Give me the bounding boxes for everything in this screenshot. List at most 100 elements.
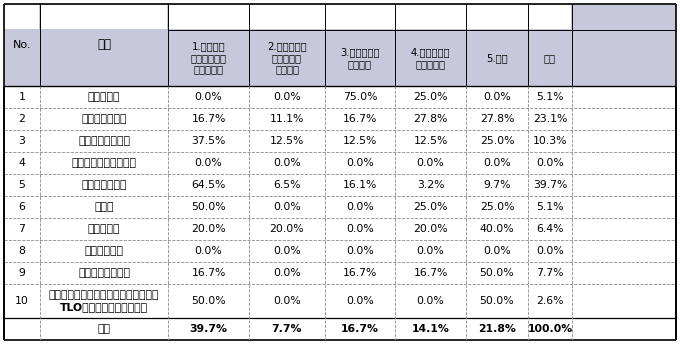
Text: 16.7%: 16.7%: [191, 268, 226, 278]
Text: 12.5%: 12.5%: [270, 136, 304, 146]
Text: 75.0%: 75.0%: [343, 92, 377, 102]
Text: 16.7%: 16.7%: [413, 268, 447, 278]
Text: 12.5%: 12.5%: [413, 136, 447, 146]
Text: 25.0%: 25.0%: [413, 92, 447, 102]
Text: 25.0%: 25.0%: [480, 136, 514, 146]
Text: 6.4%: 6.4%: [537, 224, 564, 234]
Text: 7: 7: [18, 224, 25, 234]
Text: 100.0%: 100.0%: [528, 324, 573, 334]
Bar: [4, 174, 676, 196]
Text: 25.0%: 25.0%: [413, 202, 447, 212]
Text: 3.どちらとも
いえない: 3.どちらとも いえない: [340, 47, 379, 69]
Text: 0.0%: 0.0%: [536, 158, 564, 168]
Text: 50.0%: 50.0%: [191, 296, 226, 306]
Text: 0.0%: 0.0%: [346, 158, 374, 168]
Text: 16.7%: 16.7%: [343, 114, 377, 124]
Bar: [4, 4, 676, 86]
Text: 21.8%: 21.8%: [478, 324, 516, 334]
Text: 50.0%: 50.0%: [479, 296, 514, 306]
Text: 合計: 合計: [544, 53, 556, 63]
Text: 3: 3: [18, 136, 25, 146]
Text: 16.7%: 16.7%: [191, 114, 226, 124]
Bar: [4, 318, 676, 340]
Text: 64.5%: 64.5%: [191, 180, 226, 190]
Text: 1: 1: [18, 92, 25, 102]
Text: その他の製造業: その他の製造業: [81, 180, 126, 190]
Bar: [4, 108, 676, 130]
Text: 0.0%: 0.0%: [194, 246, 222, 256]
Text: 0.0%: 0.0%: [273, 268, 301, 278]
Text: 5.1%: 5.1%: [537, 92, 564, 102]
Bar: [5, 5, 39, 29]
Text: 0.0%: 0.0%: [273, 296, 301, 306]
Text: 2.6%: 2.6%: [537, 296, 564, 306]
Bar: [4, 262, 676, 284]
Text: 大学・研究開発独立行政法人・教育・
TLO・公的研究機関・公務: 大学・研究開発独立行政法人・教育・ TLO・公的研究機関・公務: [49, 290, 159, 312]
Text: 0.0%: 0.0%: [273, 246, 301, 256]
Text: 14.1%: 14.1%: [411, 324, 449, 334]
Text: 1.重要では
ない・取り組
んでいない: 1.重要では ない・取り組 んでいない: [190, 42, 226, 75]
Text: 9: 9: [18, 268, 25, 278]
Text: 0.0%: 0.0%: [346, 246, 374, 256]
Text: 7.7%: 7.7%: [272, 324, 302, 334]
Text: 0.0%: 0.0%: [483, 246, 511, 256]
Text: 0.0%: 0.0%: [273, 202, 301, 212]
Text: 39.7%: 39.7%: [190, 324, 228, 334]
Text: 5.1%: 5.1%: [537, 202, 564, 212]
Text: 16.7%: 16.7%: [341, 324, 379, 334]
Text: 0.0%: 0.0%: [483, 92, 511, 102]
Text: 10: 10: [15, 296, 29, 306]
Text: No.: No.: [13, 40, 31, 50]
Text: 0.0%: 0.0%: [483, 158, 511, 168]
Text: 0.0%: 0.0%: [417, 296, 444, 306]
Text: 39.7%: 39.7%: [533, 180, 567, 190]
Text: 2: 2: [18, 114, 25, 124]
Text: 7.7%: 7.7%: [537, 268, 564, 278]
Text: 4: 4: [18, 158, 25, 168]
Text: 11.1%: 11.1%: [270, 114, 304, 124]
Text: 9.7%: 9.7%: [483, 180, 511, 190]
Bar: [4, 240, 676, 262]
Text: 機械製造業: 機械製造業: [88, 92, 120, 102]
Bar: [4, 130, 676, 152]
Text: 50.0%: 50.0%: [479, 268, 514, 278]
Text: 分類: 分類: [97, 38, 111, 51]
Text: 0.0%: 0.0%: [273, 92, 301, 102]
Bar: [169, 5, 571, 29]
Text: 40.0%: 40.0%: [479, 224, 514, 234]
Bar: [4, 284, 676, 318]
Text: 25.0%: 25.0%: [480, 202, 514, 212]
Text: 6: 6: [18, 202, 25, 212]
Text: 5: 5: [18, 180, 25, 190]
Bar: [41, 5, 167, 29]
Text: 0.0%: 0.0%: [273, 158, 301, 168]
Text: 合計: 合計: [97, 324, 110, 334]
Text: 37.5%: 37.5%: [191, 136, 226, 146]
Text: その他の非製造業: その他の非製造業: [78, 268, 130, 278]
Text: 16.7%: 16.7%: [343, 268, 377, 278]
Text: 0.0%: 0.0%: [346, 296, 374, 306]
Text: 情報通信業: 情報通信業: [88, 224, 120, 234]
Text: 2.どちらかと
いえば重要
ではない: 2.どちらかと いえば重要 ではない: [267, 42, 307, 75]
Text: 0.0%: 0.0%: [417, 158, 444, 168]
Text: 建設業: 建設業: [95, 202, 114, 212]
Bar: [4, 152, 676, 174]
Text: 6.5%: 6.5%: [273, 180, 301, 190]
Text: 23.1%: 23.1%: [533, 114, 567, 124]
Text: 電気機械製造業: 電気機械製造業: [81, 114, 126, 124]
Text: 0.0%: 0.0%: [536, 246, 564, 256]
Text: 0.0%: 0.0%: [417, 246, 444, 256]
Text: 業務用機械器具製造業: 業務用機械器具製造業: [71, 158, 137, 168]
Text: 3.2%: 3.2%: [417, 180, 444, 190]
Text: 27.8%: 27.8%: [413, 114, 447, 124]
Bar: [4, 86, 676, 108]
Text: 輸送用機械製造業: 輸送用機械製造業: [78, 136, 130, 146]
Text: 8: 8: [18, 246, 25, 256]
Text: 0.0%: 0.0%: [346, 202, 374, 212]
Text: 27.8%: 27.8%: [480, 114, 514, 124]
Bar: [4, 196, 676, 218]
Text: 0.0%: 0.0%: [194, 92, 222, 102]
Text: 12.5%: 12.5%: [343, 136, 377, 146]
Text: 20.0%: 20.0%: [191, 224, 226, 234]
Text: 5.重要: 5.重要: [486, 53, 508, 63]
